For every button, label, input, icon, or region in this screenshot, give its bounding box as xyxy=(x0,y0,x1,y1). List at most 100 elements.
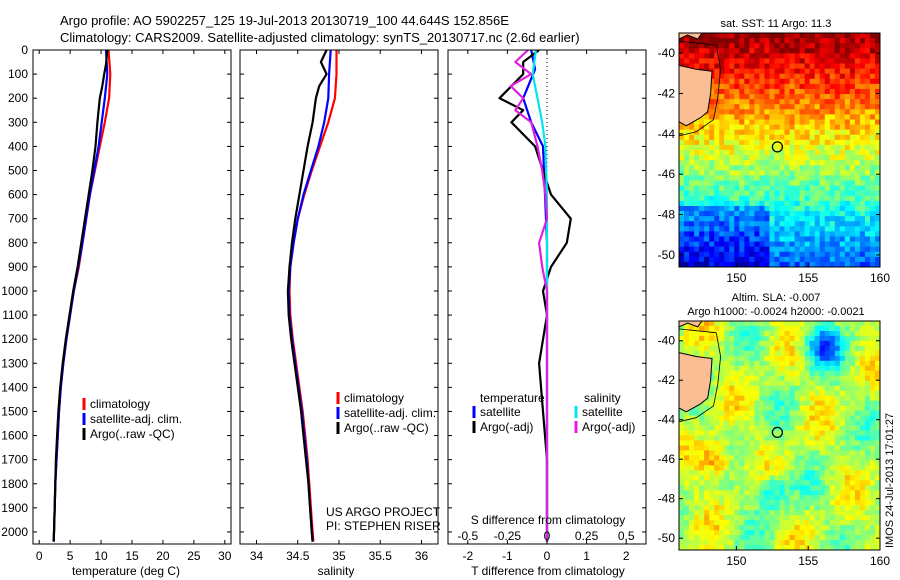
field-cell xyxy=(844,460,851,466)
field-cell xyxy=(819,261,826,267)
field-cell xyxy=(869,495,876,501)
field-cell xyxy=(739,340,745,347)
series-satellite-line xyxy=(52,50,109,542)
field-cell xyxy=(849,540,856,546)
field-cell xyxy=(714,505,720,511)
field-cell xyxy=(754,405,761,412)
field-cell xyxy=(684,345,690,352)
field-cell xyxy=(749,88,755,95)
field-cell xyxy=(689,185,695,192)
field-cell xyxy=(679,545,685,550)
field-cell xyxy=(874,211,880,217)
field-cell xyxy=(849,33,856,39)
legend-satellite: satellite-adj. clim. xyxy=(344,406,436,420)
field-cell xyxy=(759,365,766,372)
field-cell xyxy=(809,440,816,447)
field-cell xyxy=(824,216,831,222)
field-cell xyxy=(744,490,750,496)
field-cell xyxy=(739,99,745,105)
field-cell xyxy=(734,465,740,471)
field-cell xyxy=(779,83,786,90)
field-cell xyxy=(804,520,811,526)
field-cell xyxy=(824,425,831,432)
field-cell xyxy=(779,216,786,222)
field-cell xyxy=(869,455,876,461)
field-cell xyxy=(854,195,861,202)
field-cell xyxy=(784,124,791,131)
field-cell xyxy=(779,520,786,526)
field-cell xyxy=(874,405,880,412)
field-cell xyxy=(764,119,771,126)
field-cell xyxy=(684,440,690,447)
field-cell xyxy=(809,505,816,511)
field-cell xyxy=(849,505,856,511)
field-cell xyxy=(794,355,801,362)
field-cell xyxy=(744,58,750,65)
field-cell xyxy=(794,63,801,70)
legend-argo: Argo(..raw -QC) xyxy=(344,421,429,435)
field-cell xyxy=(839,440,846,447)
field-cell xyxy=(799,134,806,141)
depth-tick-label: 1400 xyxy=(1,380,28,394)
field-cell xyxy=(799,73,806,80)
field-cell xyxy=(704,330,710,337)
legend-satellite: satellite-adj. clim. xyxy=(90,412,182,426)
depth-tick-label: 1300 xyxy=(1,356,28,370)
field-cell xyxy=(694,195,700,202)
field-cell xyxy=(864,58,871,65)
field-cell xyxy=(714,216,720,222)
field-cell xyxy=(804,330,811,337)
field-cell xyxy=(679,221,685,227)
field-cell xyxy=(729,530,735,536)
field-cell xyxy=(734,83,740,90)
field-cell xyxy=(679,485,685,491)
field-cell xyxy=(744,335,750,342)
field-cell xyxy=(814,246,821,253)
field-cell xyxy=(809,221,816,227)
field-cell xyxy=(749,94,755,100)
field-cell xyxy=(794,216,801,222)
field-cell xyxy=(729,365,735,372)
field-cell xyxy=(834,231,841,238)
field-cell xyxy=(759,251,766,258)
field-cell xyxy=(854,246,861,253)
field-cell xyxy=(839,48,846,54)
field-cell xyxy=(799,38,806,44)
field-cell xyxy=(854,33,861,39)
field-cell xyxy=(804,321,811,327)
field-cell xyxy=(774,390,781,397)
field-cell xyxy=(709,155,715,161)
field-cell xyxy=(829,540,836,546)
field-cell xyxy=(739,445,745,452)
field-cell xyxy=(859,470,866,476)
field-cell xyxy=(809,400,816,407)
field-cell xyxy=(784,410,791,417)
field-cell xyxy=(844,475,851,481)
field-cell xyxy=(824,221,831,227)
sla-map-frame xyxy=(678,320,881,551)
field-cell xyxy=(704,129,710,136)
field-cell xyxy=(859,410,866,417)
field-cell xyxy=(869,335,876,342)
field-cell xyxy=(734,216,740,222)
field-cell xyxy=(839,68,846,75)
field-cell xyxy=(849,160,856,166)
field-cell xyxy=(789,321,796,327)
field-cell xyxy=(874,124,880,131)
field-cell xyxy=(844,515,851,521)
field-cell xyxy=(834,170,841,177)
field-cell xyxy=(799,340,806,347)
field-cell xyxy=(844,53,851,60)
field-cell xyxy=(744,119,750,126)
field-cell xyxy=(689,53,695,60)
field-cell xyxy=(814,216,821,222)
field-cell xyxy=(844,185,851,192)
field-cell xyxy=(844,124,851,131)
field-cell xyxy=(789,335,796,342)
field-cell xyxy=(809,335,816,342)
field-cell xyxy=(849,251,856,258)
field-cell xyxy=(849,195,856,202)
field-cell xyxy=(749,48,755,54)
field-cell xyxy=(699,165,705,171)
field-cell xyxy=(824,330,831,337)
